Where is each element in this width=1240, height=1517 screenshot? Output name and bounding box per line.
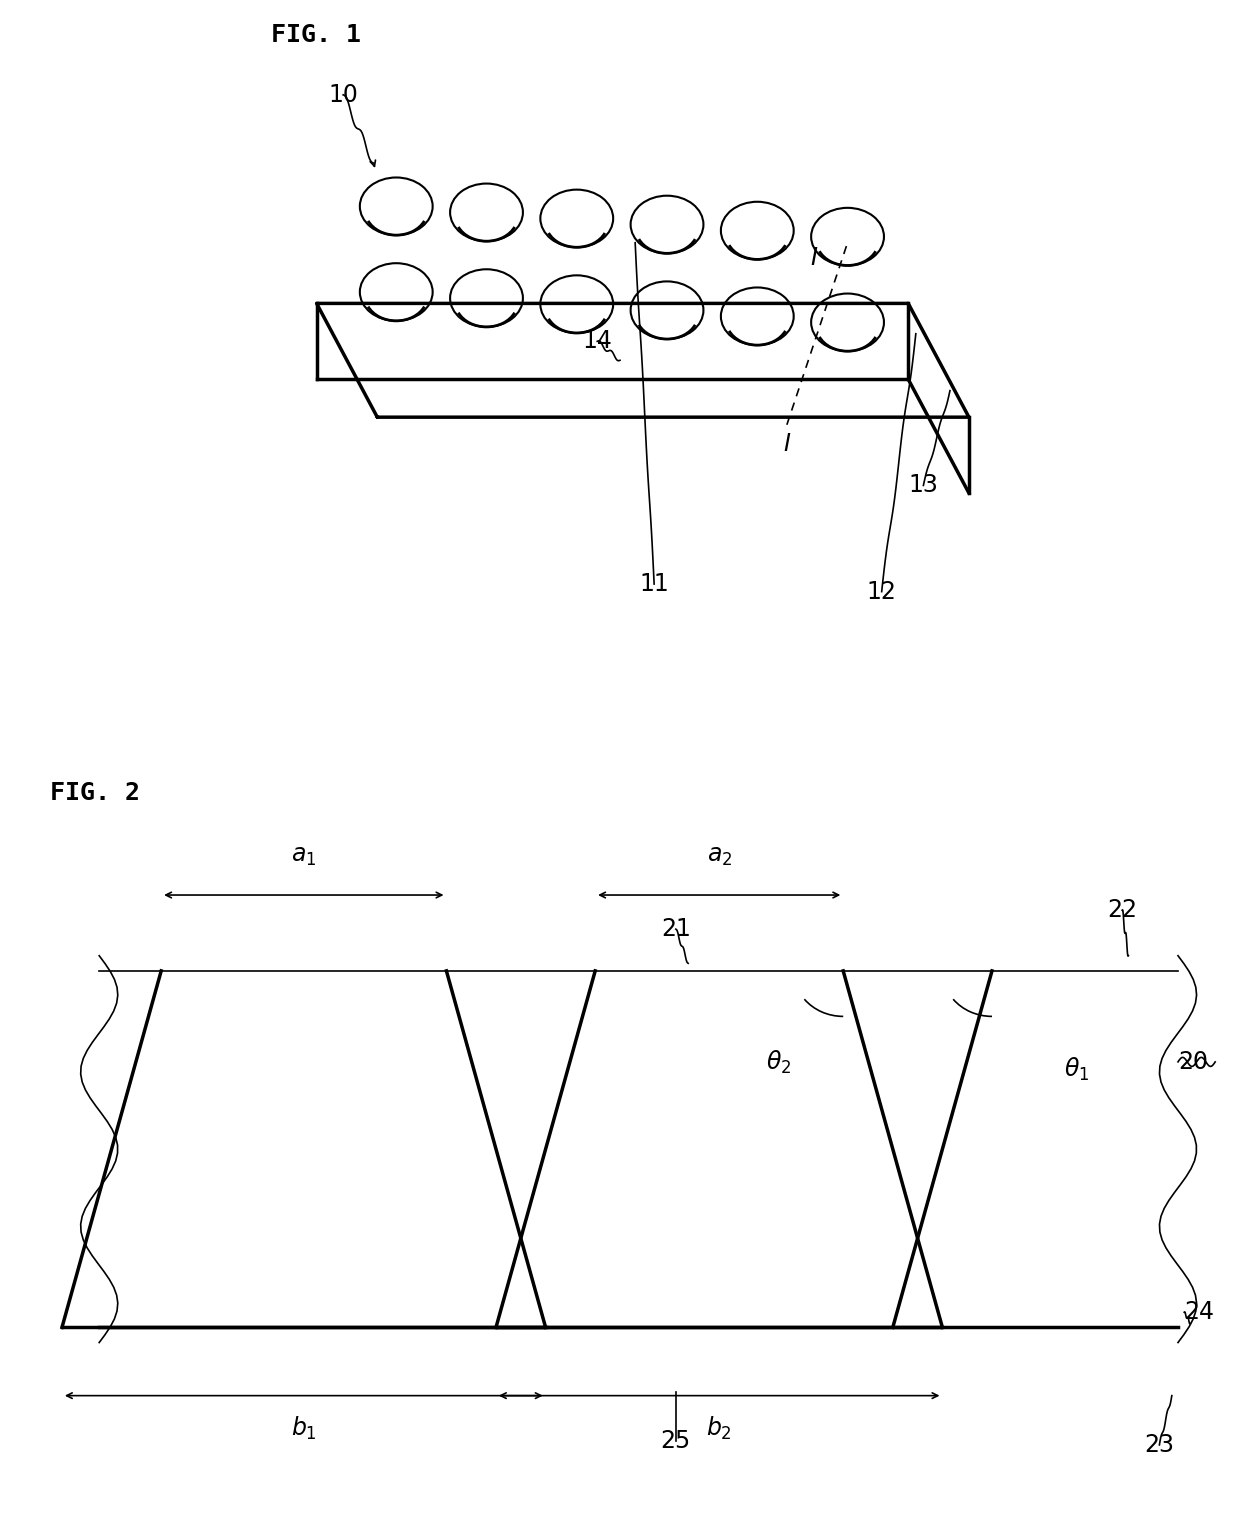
Text: 11: 11	[640, 572, 670, 596]
Text: $b_2$: $b_2$	[707, 1414, 732, 1441]
Text: 25: 25	[661, 1429, 691, 1453]
Text: 13: 13	[909, 473, 939, 498]
Text: $a_1$: $a_1$	[291, 845, 316, 868]
Text: 12: 12	[867, 579, 897, 604]
Text: 20: 20	[1178, 1050, 1208, 1074]
Text: 14: 14	[583, 329, 613, 353]
Text: I: I	[810, 246, 817, 270]
Text: $a_2$: $a_2$	[707, 845, 732, 868]
Text: $\theta_1$: $\theta_1$	[1064, 1056, 1089, 1083]
Text: 21: 21	[661, 918, 691, 941]
Text: 24: 24	[1184, 1300, 1214, 1324]
Text: $b_1$: $b_1$	[291, 1414, 316, 1441]
Text: $\theta_2$: $\theta_2$	[766, 1048, 791, 1076]
Text: 23: 23	[1145, 1434, 1174, 1456]
Text: FIG. 1: FIG. 1	[272, 23, 361, 47]
Text: I: I	[784, 432, 790, 455]
Text: FIG. 2: FIG. 2	[50, 781, 140, 806]
Text: 22: 22	[1107, 898, 1137, 922]
Text: 10: 10	[329, 83, 358, 106]
